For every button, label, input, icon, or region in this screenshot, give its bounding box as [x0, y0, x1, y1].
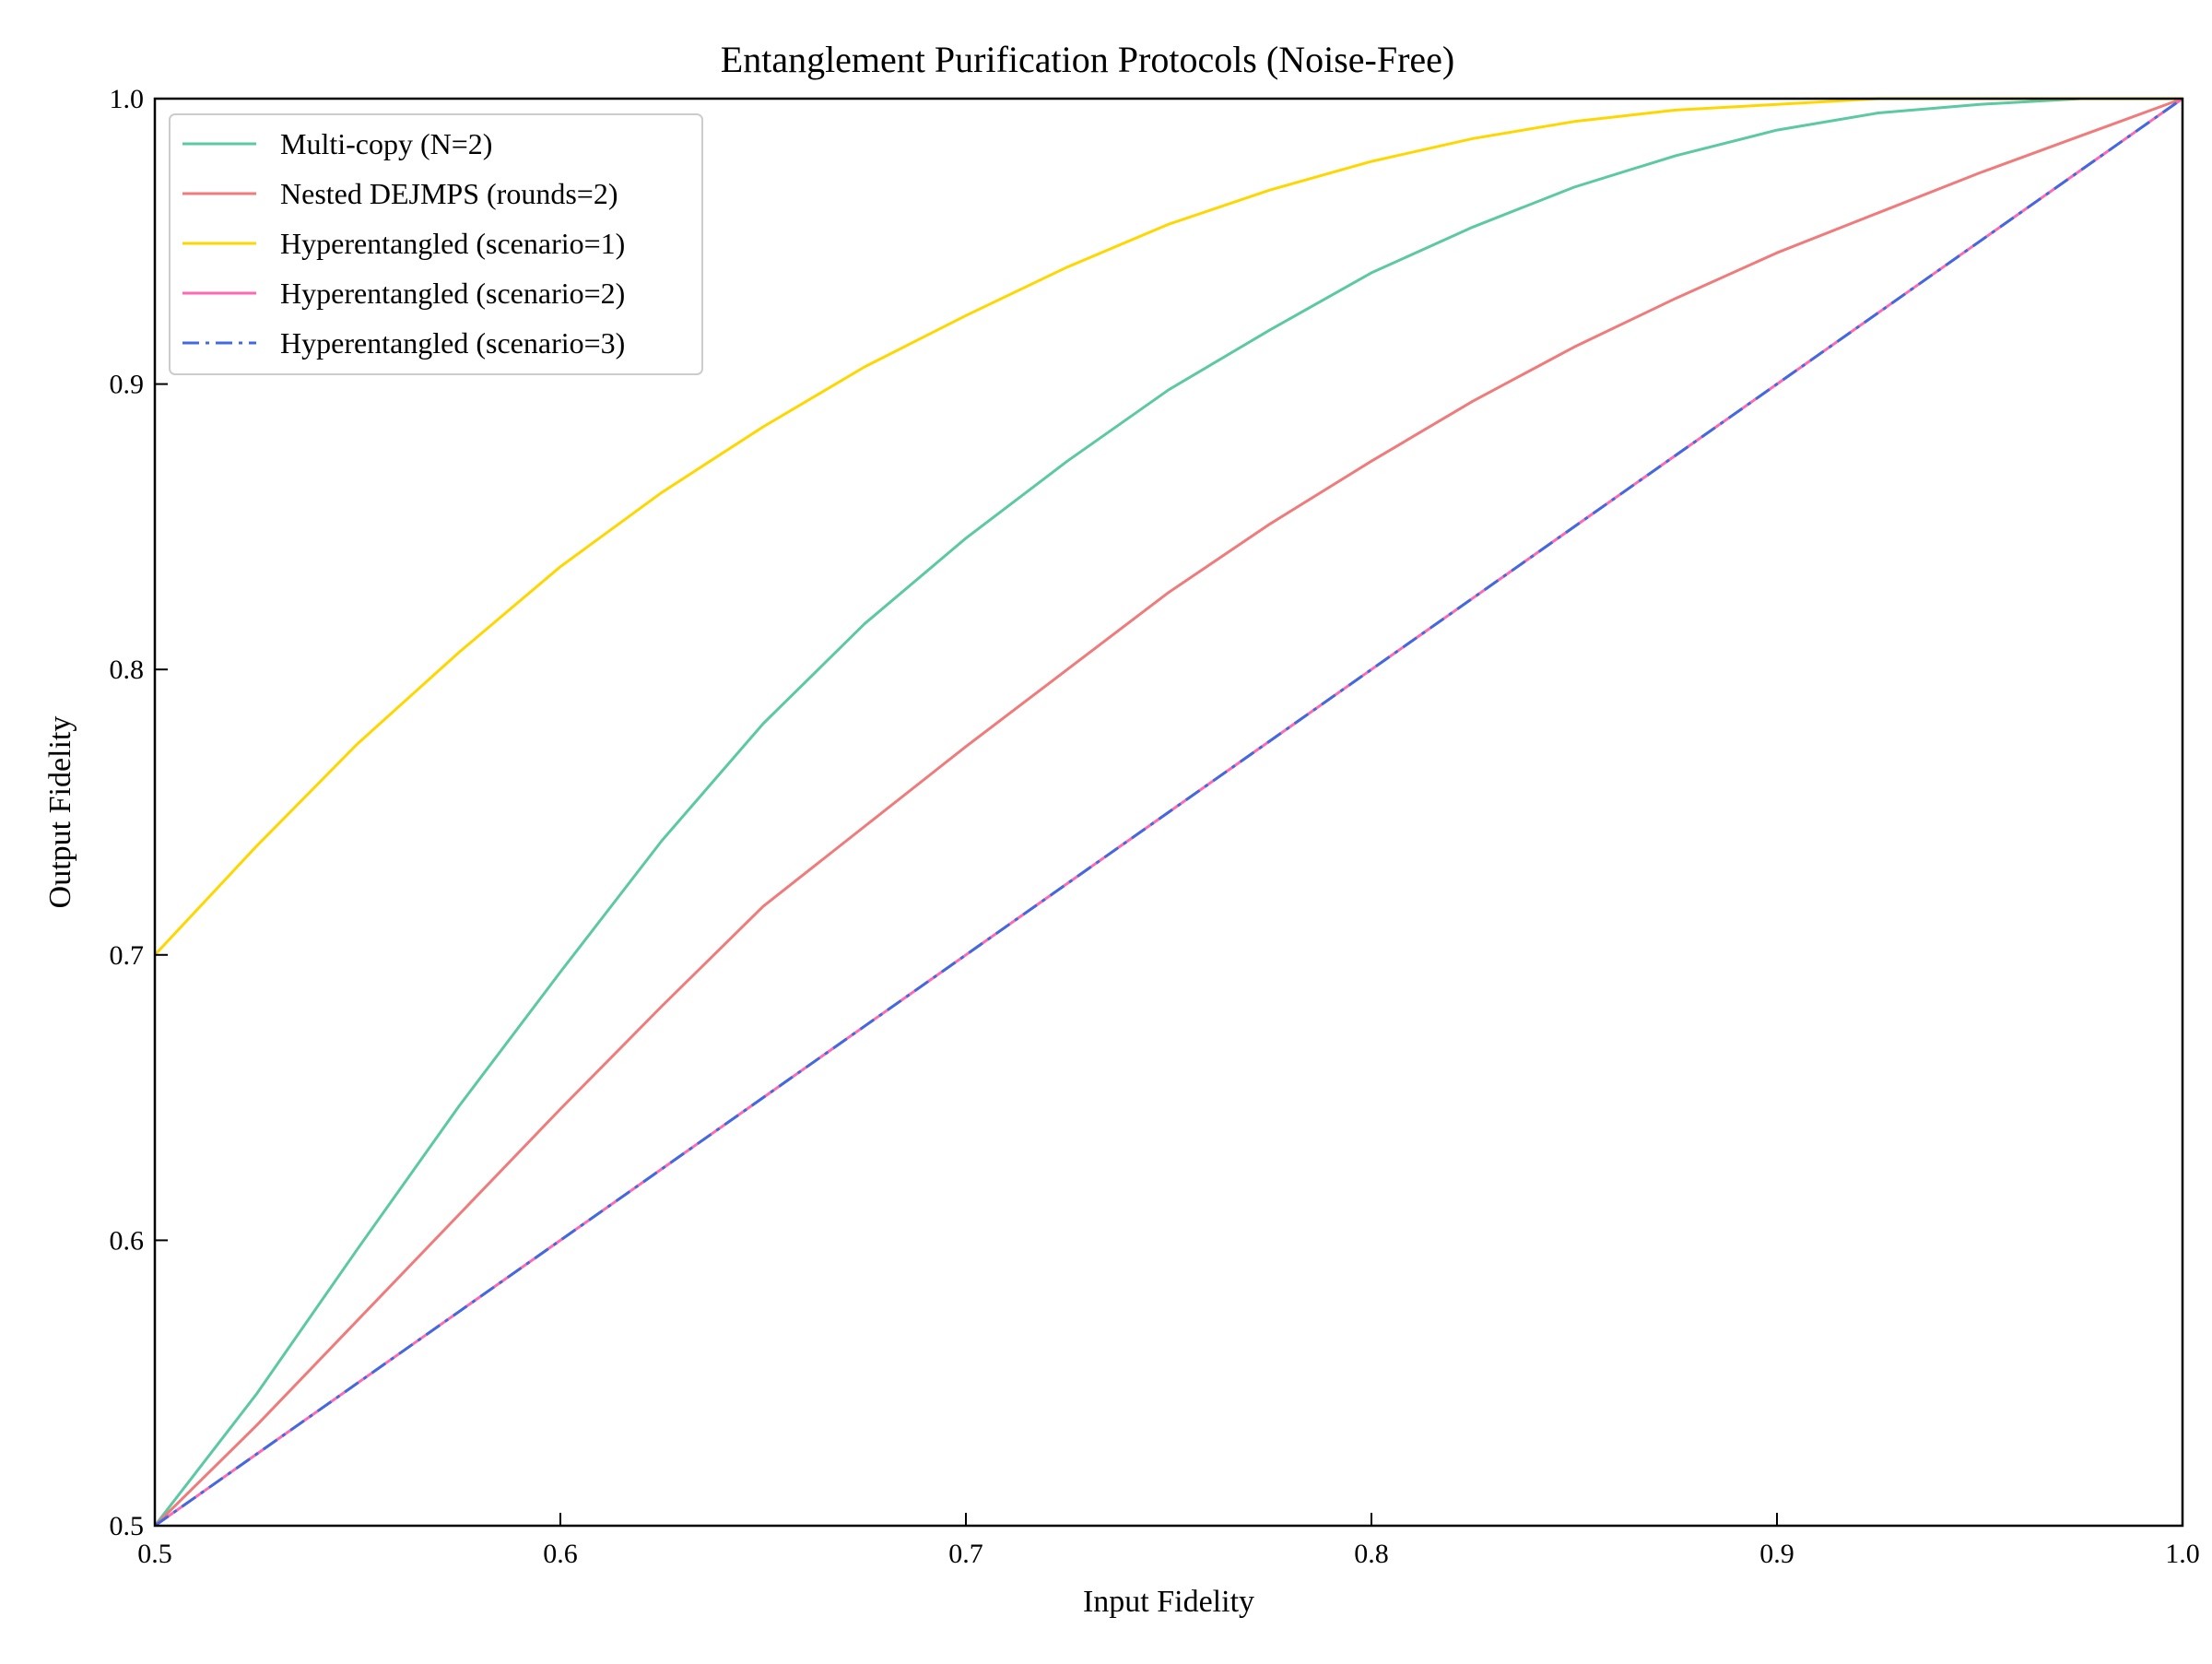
- y-tick-label: 0.9: [110, 370, 145, 400]
- legend-label-2: Nested DEJMPS (rounds=2): [280, 177, 618, 210]
- series-line-1: [153, 97, 2183, 1527]
- plot-frame: [153, 97, 2184, 1528]
- legend-label-5: Hyperentangled (scenario=3): [280, 326, 625, 360]
- y-tick-label: 0.8: [110, 655, 145, 685]
- y-tick-label: 0.5: [110, 1511, 145, 1541]
- y-tick-label: 0.7: [110, 940, 145, 971]
- legend-frame: [169, 113, 703, 375]
- plot-area: [153, 97, 2183, 1528]
- legend: Multi-copy (N=2) Nested DEJMPS (rounds=2)…: [169, 113, 703, 375]
- series-line-2: [153, 97, 2183, 1528]
- legend-label-1: Multi-copy (N=2): [280, 127, 492, 160]
- x-tick-label: 0.5: [137, 1539, 172, 1569]
- x-tick-label: 1.0: [2165, 1539, 2200, 1569]
- x-axis-label: Input Fidelity: [1083, 1585, 1254, 1619]
- y-tick-label: 0.6: [110, 1225, 145, 1256]
- x-tick-label: 0.9: [1759, 1539, 1794, 1569]
- y-axis-label: Output Fidelity: [43, 716, 77, 909]
- x-tick-label: 0.7: [948, 1539, 983, 1569]
- series-line-3: [153, 97, 2183, 956]
- series-line-5: [154, 97, 2183, 1528]
- legend-label-3: Hyperentangled (scenario=1): [280, 227, 625, 260]
- legend-label-4: Hyperentangled (scenario=2): [280, 277, 625, 310]
- y-tick-label: 1.0: [110, 84, 145, 114]
- axis-ticks: 0.5 0.6 0.7 0.8 0.9 1.0 0.5 0.6 0.7 0.8 0.9 1.0: [110, 84, 2200, 1569]
- chart-title: Entanglement Purification Protocols (Noi…: [721, 39, 1454, 80]
- x-tick-label: 0.8: [1354, 1539, 1389, 1569]
- x-tick-label: 0.6: [543, 1539, 578, 1569]
